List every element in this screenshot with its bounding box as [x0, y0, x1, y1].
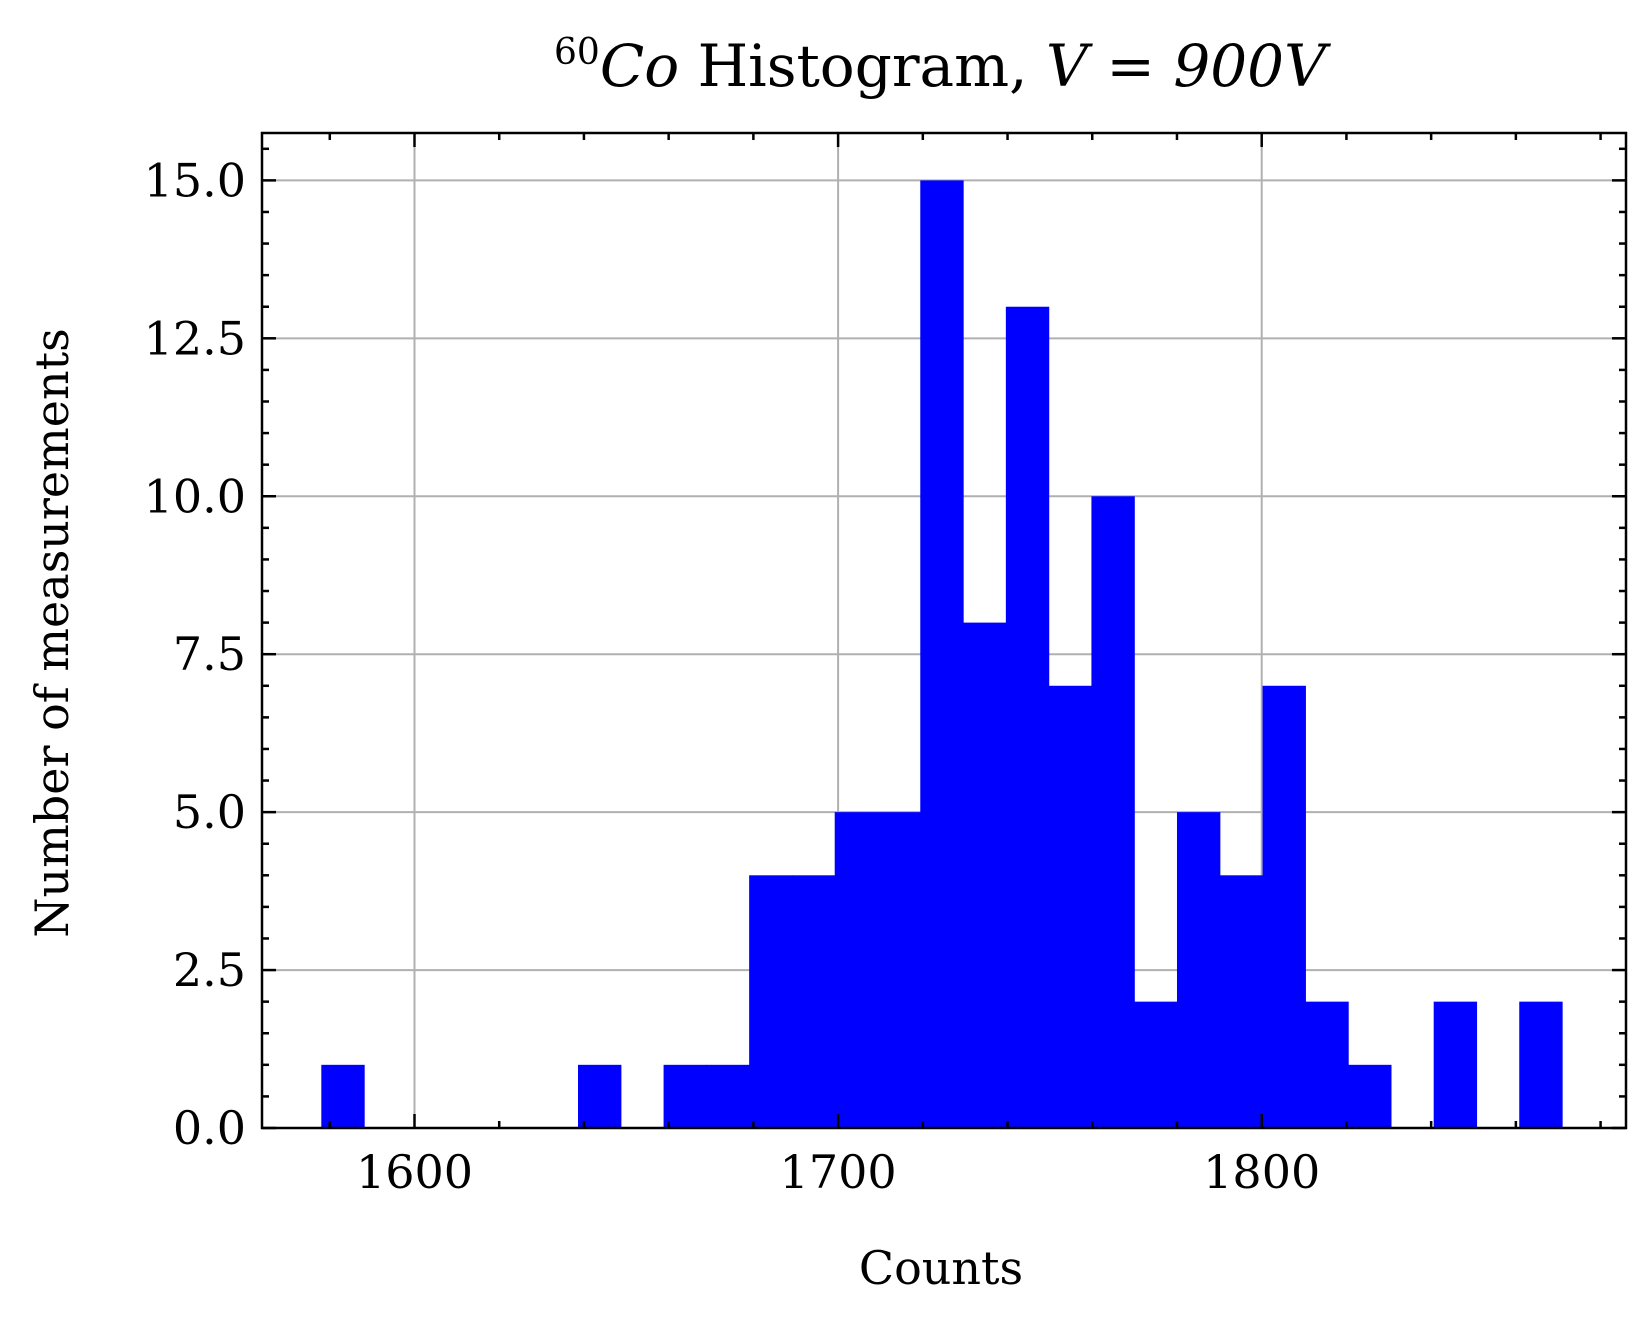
histogram-bar	[1433, 1001, 1478, 1128]
histogram-bar	[706, 1064, 750, 1128]
histogram-bar	[963, 622, 1007, 1128]
histogram-bar	[1005, 306, 1050, 1128]
y-tick-labels: 0.0 2.5 5.0 7.5 10.0 12.5 15.0	[144, 153, 246, 1155]
y-tick-label: 0.0	[173, 1101, 246, 1155]
histogram-bar	[791, 875, 836, 1128]
x-tick-label: 1700	[780, 1145, 897, 1199]
histogram-bar	[1134, 1001, 1178, 1128]
y-tick-label: 7.5	[173, 627, 246, 681]
histogram-bar	[1519, 1001, 1563, 1128]
histogram-bar	[1048, 685, 1093, 1128]
histogram-bar	[749, 875, 793, 1128]
histogram-bar	[1348, 1064, 1392, 1128]
histogram-bar	[834, 812, 879, 1128]
histogram-bars	[321, 180, 1563, 1128]
title-middle: Histogram,	[679, 32, 1046, 100]
histogram-bar	[920, 180, 964, 1128]
y-tick-label: 12.5	[144, 311, 246, 365]
title-isotope: Co	[600, 32, 679, 100]
y-tick-label: 5.0	[173, 785, 246, 839]
title-equation: V = 900V	[1046, 32, 1331, 100]
histogram-bar	[1176, 812, 1221, 1128]
plot-frame	[260, 131, 1628, 1130]
y-tick-label: 15.0	[144, 153, 246, 207]
x-tick-label: 1600	[356, 1145, 473, 1199]
chart-title: 60Co Histogram, V = 900V	[554, 32, 1331, 100]
histogram-bar	[1262, 685, 1306, 1128]
axis-ticks	[262, 133, 1626, 1130]
histogram-bar	[321, 1064, 365, 1128]
histogram-bar	[877, 812, 921, 1128]
histogram-bar	[663, 1064, 707, 1128]
histogram-bar	[1091, 496, 1135, 1128]
x-axis-label: Counts	[859, 1241, 1023, 1295]
y-tick-label: 10.0	[144, 469, 246, 523]
histogram-bar	[1219, 875, 1264, 1128]
histogram-bar	[578, 1064, 622, 1128]
x-tick-labels: 1600 1700 1800	[356, 1145, 1320, 1199]
y-axis-label: Number of measurements	[25, 328, 79, 937]
histogram-bar	[1305, 1001, 1349, 1128]
x-tick-label: 1800	[1203, 1145, 1320, 1199]
title-superscript: 60	[554, 32, 600, 73]
y-tick-label: 2.5	[173, 943, 246, 997]
